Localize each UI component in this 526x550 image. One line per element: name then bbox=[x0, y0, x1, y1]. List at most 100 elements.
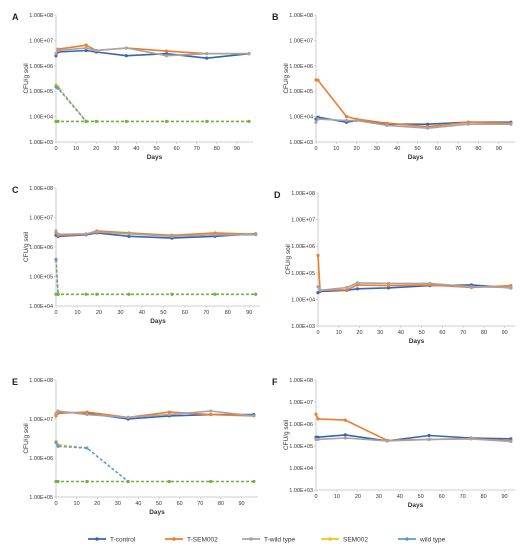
data-point bbox=[385, 121, 389, 125]
data-point bbox=[316, 253, 320, 258]
legend-item-t-wild-type: T-wild type bbox=[242, 536, 295, 543]
x-tick-label: 0 bbox=[54, 310, 57, 316]
y-tick-label: 1.00E+07 bbox=[29, 417, 53, 423]
x-tick-label: 30 bbox=[115, 501, 121, 507]
x-tick-label: 40 bbox=[133, 146, 139, 152]
data-point bbox=[205, 56, 209, 60]
data-point bbox=[385, 123, 389, 128]
x-tick-label: 90 bbox=[234, 146, 240, 152]
x-tick-label: 70 bbox=[460, 330, 466, 336]
data-point bbox=[84, 232, 88, 236]
data-point bbox=[343, 433, 347, 437]
data-point bbox=[254, 233, 258, 237]
x-tick-label: 50 bbox=[156, 501, 162, 507]
data-point bbox=[213, 292, 217, 296]
y-tick-label: 1.00E+08 bbox=[291, 191, 315, 197]
x-tick-label: 20 bbox=[355, 494, 361, 500]
x-tick-label: 10 bbox=[333, 146, 339, 152]
x-tick-label: 0 bbox=[314, 494, 317, 500]
x-tick-label: 50 bbox=[419, 330, 425, 336]
data-point bbox=[426, 122, 430, 126]
y-tick-label: 1.00E+07 bbox=[29, 38, 53, 44]
data-point bbox=[509, 122, 513, 126]
data-point bbox=[56, 86, 60, 90]
series-line bbox=[315, 79, 511, 128]
x-axis-label: Days bbox=[408, 502, 424, 509]
data-point bbox=[164, 54, 169, 58]
y-axis-label: CFU/g soil bbox=[23, 423, 30, 454]
y-tick-label: 1.00E+06 bbox=[29, 456, 53, 462]
data-point bbox=[124, 119, 128, 123]
data-point bbox=[208, 409, 213, 413]
y-tick-label: 1.00E+06 bbox=[29, 64, 53, 70]
y-tick-label: 1.00E+08 bbox=[29, 378, 53, 384]
x-tick-label: 80 bbox=[225, 310, 231, 316]
data-point bbox=[213, 233, 217, 237]
data-point bbox=[343, 436, 347, 440]
x-tick-label: 20 bbox=[354, 146, 360, 152]
series-line bbox=[317, 284, 511, 294]
data-point bbox=[316, 417, 320, 421]
data-point bbox=[54, 440, 58, 445]
x-tick-label: 70 bbox=[203, 310, 209, 316]
series-wild-type bbox=[54, 440, 130, 484]
x-tick-label: 10 bbox=[74, 501, 80, 507]
data-point bbox=[355, 281, 359, 285]
data-point bbox=[386, 286, 391, 290]
data-point bbox=[54, 411, 58, 415]
y-tick-label: 1.00E+04 bbox=[29, 115, 53, 121]
x-tick-label: 30 bbox=[113, 146, 119, 152]
legend-label: T-wild type bbox=[264, 536, 295, 543]
data-point bbox=[344, 118, 349, 123]
data-point bbox=[167, 412, 171, 417]
y-tick-label: 1.00E+04 bbox=[289, 466, 313, 472]
x-tick-label: 30 bbox=[374, 146, 380, 152]
data-point bbox=[252, 479, 256, 484]
x-tick-label: 80 bbox=[475, 146, 481, 152]
y-tick-label: 1.00E+06 bbox=[29, 245, 53, 251]
legend-swatch-marker bbox=[328, 537, 332, 541]
y-tick-label: 1.00E+08 bbox=[289, 378, 313, 384]
data-point bbox=[54, 229, 58, 233]
data-point bbox=[85, 446, 89, 450]
y-axis-label: CFU/g soil bbox=[23, 63, 30, 94]
panel-f: 1.00E+03 1.00E+04 1.00E+05 1.00E+06 1.00E+07… bbox=[272, 377, 515, 509]
legend: T-control T-SEM002 T-wild type SEM002 wild t… bbox=[88, 536, 446, 543]
legend-label: T-control bbox=[110, 536, 136, 543]
data-point bbox=[127, 292, 131, 296]
data-point bbox=[469, 437, 473, 441]
data-point bbox=[167, 479, 171, 484]
data-point bbox=[56, 48, 60, 53]
y-tick-label: 1.00E+04 bbox=[29, 304, 53, 310]
panel-b: 1.00E+03 1.00E+04 1.00E+05 1.00E+06 1.00E+07… bbox=[272, 12, 515, 161]
data-point bbox=[345, 288, 349, 292]
y-tick-label: 1.00E+07 bbox=[289, 38, 313, 44]
legend-label: wild type bbox=[419, 536, 446, 543]
series-green-dashed bbox=[54, 479, 256, 484]
y-tick-label: 1.00E+06 bbox=[291, 244, 315, 250]
data-point bbox=[509, 439, 513, 444]
series-t-wild-type bbox=[316, 281, 513, 292]
y-tick-label: 1.00E+08 bbox=[29, 13, 53, 19]
panel-d: 1.00E+03 1.00E+04 1.00E+05 1.00E+06 1.00E+07… bbox=[274, 190, 515, 345]
y-tick-label: 1.00E+05 bbox=[291, 271, 315, 277]
x-tick-label: 80 bbox=[481, 494, 487, 500]
panel-letter: D bbox=[274, 190, 281, 200]
data-point bbox=[95, 292, 99, 296]
y-axis-label: CFU/g soil bbox=[285, 244, 292, 275]
data-point bbox=[355, 118, 359, 123]
data-point bbox=[54, 52, 58, 56]
series-line bbox=[315, 118, 511, 129]
x-tick-label: 20 bbox=[356, 330, 362, 336]
data-point bbox=[252, 414, 256, 418]
x-tick-label: 70 bbox=[194, 146, 200, 152]
x-tick-label: 30 bbox=[117, 310, 123, 316]
x-tick-label: 10 bbox=[73, 146, 79, 152]
data-point bbox=[247, 52, 251, 56]
data-point bbox=[208, 479, 213, 484]
data-point bbox=[167, 410, 171, 414]
x-tick-label: 0 bbox=[316, 330, 319, 336]
x-tick-label: 90 bbox=[246, 310, 252, 316]
x-tick-label: 10 bbox=[74, 310, 80, 316]
y-axis-label: CFU/g soil bbox=[23, 231, 30, 262]
